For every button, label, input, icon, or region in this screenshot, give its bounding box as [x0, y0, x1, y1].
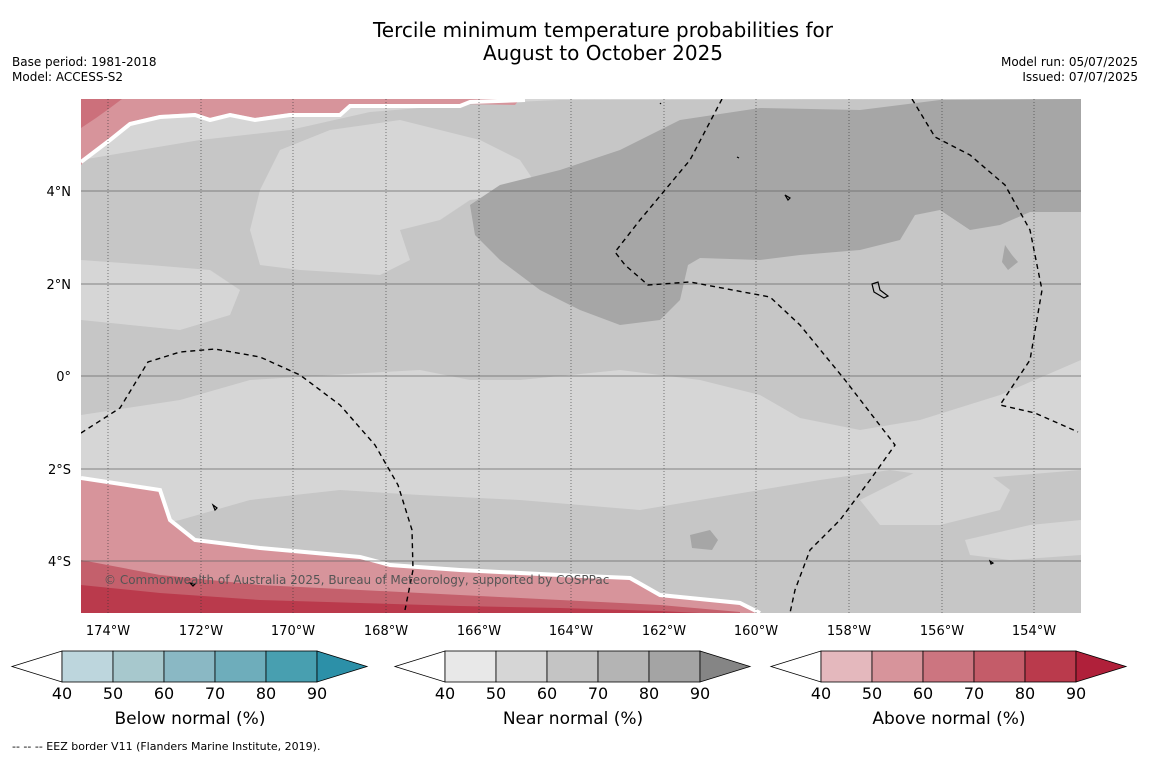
colorbar-segment — [871, 650, 924, 683]
contour-gap — [81, 476, 761, 613]
model-run: Model run: 05/07/2025 — [1000, 55, 1138, 69]
issued-date: Issued: 07/07/2025 — [1022, 70, 1138, 84]
base-period: Base period: 1981-2018 — [12, 55, 157, 69]
longitude-label: 162°W — [642, 624, 686, 639]
colorbar-tick-label: 60 — [537, 684, 557, 703]
near-normal-40-region — [250, 120, 540, 275]
longitude-labels: 174°W 172°W 170°W 168°W 166°W 164°W 162°W 160°W… — [86, 624, 1056, 639]
colorbar-segment — [922, 650, 975, 683]
colorbar-segment — [1024, 650, 1077, 683]
colorbar-tick-label: 80 — [639, 684, 659, 703]
longitude-label: 154°W — [1012, 624, 1056, 639]
longitude-label: 156°W — [920, 624, 964, 639]
map-title: Tercile minimum temperature probabilitie… — [0, 19, 1150, 65]
eez-border — [81, 348, 414, 611]
model-name: Model: ACCESS-S2 — [12, 70, 124, 84]
colorbar-tick-label: 50 — [486, 684, 506, 703]
colorbar-segment — [444, 650, 497, 683]
colorbar-segment — [546, 650, 599, 683]
latitude-labels: 4°N 2°N 0° 2°S 4°S — [47, 185, 72, 570]
near-normal-40-region — [965, 520, 1081, 560]
colorbar-tick-label: 80 — [256, 684, 276, 703]
latitude-label: 2°N — [47, 278, 72, 293]
longitude-label: 164°W — [549, 624, 593, 639]
colorbar-tick-label: 70 — [588, 684, 608, 703]
colorbar-segment — [265, 650, 318, 683]
longitude-label: 172°W — [179, 624, 223, 639]
near-normal-40-region — [81, 260, 240, 330]
colorbar-tick-label: 80 — [1015, 684, 1035, 703]
colorbar-below-title: Below normal (%) — [114, 709, 266, 729]
map-field — [81, 99, 1081, 613]
colorbar-segment — [112, 650, 165, 683]
copyright-text: © Commonwealth of Australia 2025, Bureau… — [104, 573, 609, 587]
above-normal-80-region — [81, 585, 700, 613]
map-title-line2: August to October 2025 — [482, 41, 724, 65]
colorbar-tick-label: 40 — [435, 684, 455, 703]
colorbar-tick-label: 40 — [811, 684, 831, 703]
latitude-label: 4°N — [47, 185, 72, 200]
colorbar-tick-label: 90 — [307, 684, 327, 703]
footnote: -- -- -- EEZ border V11 (Flanders Marine… — [12, 740, 321, 753]
near-normal-60-region — [690, 530, 718, 550]
colorbar-segment — [973, 650, 1026, 683]
gridlines — [81, 99, 1081, 613]
colorbar-segment — [163, 650, 216, 683]
colorbar-tick-label: 40 — [52, 684, 72, 703]
colorbar-extend-high — [316, 650, 369, 683]
longitude-label: 160°W — [734, 624, 778, 639]
colorbar-extend-high — [1075, 650, 1128, 683]
meta-right: Model run: 05/07/2025 Issued: 07/07/2025 — [1001, 55, 1138, 85]
latitude-label: 0° — [56, 370, 71, 385]
map-title-line1: Tercile minimum temperature probabilitie… — [372, 18, 834, 42]
colorbar-tick-label: 70 — [205, 684, 225, 703]
colorbar-tick-label: 60 — [154, 684, 174, 703]
above-normal-50-region — [81, 478, 760, 613]
contour-gap — [81, 99, 526, 164]
longitude-label: 170°W — [271, 624, 315, 639]
longitude-label: 168°W — [364, 624, 408, 639]
meta-left: Base period: 1981-2018 Model: ACCESS-S2 — [12, 55, 157, 85]
longitude-label: 166°W — [457, 624, 501, 639]
colorbar-tick-label: 50 — [862, 684, 882, 703]
colorbar-extend-high — [699, 650, 752, 683]
colorbar-segment — [820, 650, 873, 683]
eez-border — [911, 99, 1079, 433]
near-normal-40-region — [860, 470, 1010, 525]
colorbar-segment — [214, 650, 267, 683]
colorbar-extend-low — [393, 650, 446, 683]
longitude-label: 158°W — [827, 624, 871, 639]
above-normal-50-region — [81, 99, 520, 165]
colorbar-segment — [61, 650, 114, 683]
colorbar-tick-label: 70 — [964, 684, 984, 703]
colorbar-tick-label: 60 — [913, 684, 933, 703]
colorbar-segment — [648, 650, 701, 683]
colorbar-tick-label: 90 — [690, 684, 710, 703]
latitude-label: 2°S — [48, 463, 71, 478]
islands — [188, 102, 995, 587]
colorbar-tick-label: 50 — [103, 684, 123, 703]
longitude-label: 174°W — [86, 624, 130, 639]
near-normal-60-region — [1002, 245, 1018, 270]
colorbar-extend-low — [10, 650, 63, 683]
colorbar-tick-label: 90 — [1066, 684, 1086, 703]
colorbar-segment — [495, 650, 548, 683]
above-normal-60-region — [81, 99, 122, 128]
near-normal-60-region — [470, 99, 1081, 325]
colorbar-above: 40 50 60 70 80 90 — [769, 650, 1128, 703]
colorbar-above-title: Above normal (%) — [872, 709, 1026, 729]
colorbar-near-title: Near normal (%) — [502, 709, 644, 729]
latitude-label: 4°S — [48, 555, 71, 570]
colorbar-extend-low — [769, 650, 822, 683]
colorbar-segment — [597, 650, 650, 683]
colorbar-near: 40 50 60 70 80 90 — [393, 650, 752, 703]
eez-border — [614, 99, 896, 613]
colorbar-below: 40 50 60 70 80 90 — [10, 650, 369, 703]
